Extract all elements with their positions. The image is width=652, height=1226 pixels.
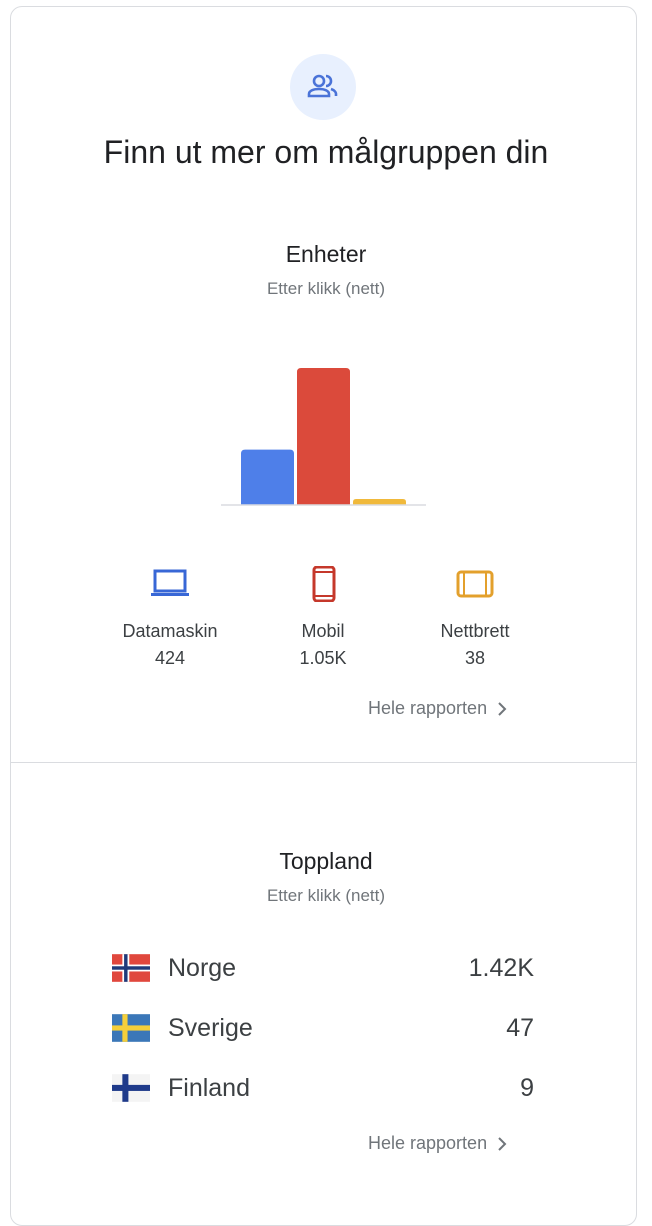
chevron-right-icon [498,1136,507,1151]
device-label: Datamaskin [122,621,218,641]
link-label: Hele rapporten [368,698,488,718]
country-name: Norge [168,953,237,982]
device-label: Nettbrett [440,621,510,641]
norway-flag-icon [112,954,150,982]
chevron-right-icon [498,701,507,716]
device-mobile: Mobil 1.05K [253,565,393,669]
devices-subtitle: Etter klikk (nett) [266,279,386,298]
country-name: Sverige [168,1013,253,1042]
devices-title: Enheter [285,241,367,267]
devices-full-report-link[interactable]: Hele rapporten [368,698,507,719]
page-title: Finn ut mer om målgruppen din [103,134,549,170]
country-name: Finland [168,1073,250,1102]
device-value: 424 [154,648,186,668]
countries-subtitle: Etter klikk (nett) [266,886,386,905]
country-row: Finland 9 [112,1070,534,1106]
section-divider [10,762,637,763]
bar-nettbrett [353,499,406,505]
country-row: Norge 1.42K [112,950,534,986]
bar-datamaskin [241,449,294,505]
finland-flag-icon [112,1074,150,1102]
countries-full-report-link[interactable]: Hele rapporten [368,1133,507,1154]
laptop-icon [151,569,189,596]
country-value: 47 [506,1013,534,1042]
bar-mobil [297,368,350,505]
device-tablet: Nettbrett 38 [405,566,545,669]
link-label: Hele rapporten [368,1133,488,1153]
country-value: 1.42K [468,953,534,982]
audience-icon [290,54,356,120]
device-label: Mobil [301,621,345,641]
country-value: 9 [520,1073,534,1102]
sweden-flag-icon [112,1014,150,1042]
device-value: 38 [464,648,486,668]
countries-title: Toppland [279,848,373,874]
devices-bar-chart [221,368,426,506]
device-desktop: Datamaskin 424 [100,566,240,669]
phone-icon [312,565,336,603]
device-value: 1.05K [299,648,347,668]
country-row: Sverige 47 [112,1010,534,1046]
tablet-icon [456,570,494,598]
